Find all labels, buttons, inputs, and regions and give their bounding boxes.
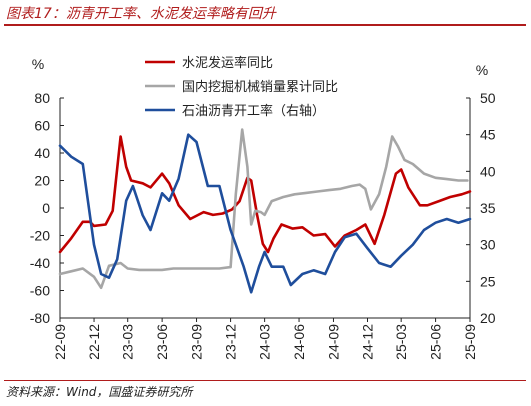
left-tick-label: 40	[34, 145, 50, 161]
left-tick-label: -40	[30, 255, 50, 271]
x-tick-label: 24-09	[325, 324, 341, 360]
left-tick-label: 0	[42, 200, 50, 216]
x-tick-label: 24-03	[257, 324, 273, 360]
left-tick-label: 60	[34, 118, 50, 134]
legend-label-2: 石油沥青开工率（右轴）	[182, 103, 325, 119]
legend-label-0: 水泥发运率同比	[182, 55, 273, 71]
x-tick-label: 23-09	[189, 324, 205, 360]
series-line-1	[58, 128, 469, 290]
x-tick-label: 22-12	[86, 324, 102, 360]
right-tick-label: 25	[480, 273, 496, 289]
x-tick-label: 23-12	[223, 324, 239, 360]
left-tick-label: -80	[30, 310, 50, 326]
x-tick-label: 23-03	[120, 324, 136, 360]
left-tick-label: 80	[34, 90, 50, 106]
right-tick-label: 40	[480, 163, 496, 179]
x-tick-label: 25-06	[428, 324, 444, 360]
source-note: 资料来源：Wind，国盛证券研究所	[6, 385, 193, 399]
left-tick-label: -20	[30, 228, 50, 244]
source-divider	[4, 380, 526, 381]
x-tick-label: 24-06	[291, 324, 307, 360]
right-tick-label: 20	[480, 310, 496, 326]
left-tick-label: 20	[34, 173, 50, 189]
line-chart: % % -80 -60 -40 -20 0 20 40 60 80 20 25 30 35 40 45 50 2…	[30, 55, 496, 360]
left-tick-label: -60	[30, 283, 50, 299]
axes: -80 -60 -40 -20 0 20 40 60 80 20 25 30 35 40 45 50 22-09…	[30, 90, 496, 360]
left-axis-unit: %	[32, 56, 44, 72]
title-divider	[4, 24, 526, 26]
x-tick-label: 22-09	[52, 324, 68, 360]
x-tick-label: 23-06	[154, 324, 170, 360]
x-tick-label: 25-03	[393, 324, 409, 360]
right-tick-label: 30	[480, 237, 496, 253]
legend-label-1: 国内挖掘机械销量累计同比	[182, 79, 338, 95]
figure-title: 图表17：沥青开工率、水泥发运率略有回升	[6, 6, 276, 22]
series-line-2	[58, 133, 472, 294]
right-tick-label: 50	[480, 90, 496, 106]
x-tick-label: 25-09	[462, 324, 478, 360]
right-tick-label: 45	[480, 127, 496, 143]
series-line-0	[58, 135, 472, 254]
series-lines	[58, 128, 472, 294]
right-axis-unit: %	[476, 62, 488, 78]
x-tick-label: 24-12	[360, 324, 376, 360]
right-tick-label: 35	[480, 200, 496, 216]
